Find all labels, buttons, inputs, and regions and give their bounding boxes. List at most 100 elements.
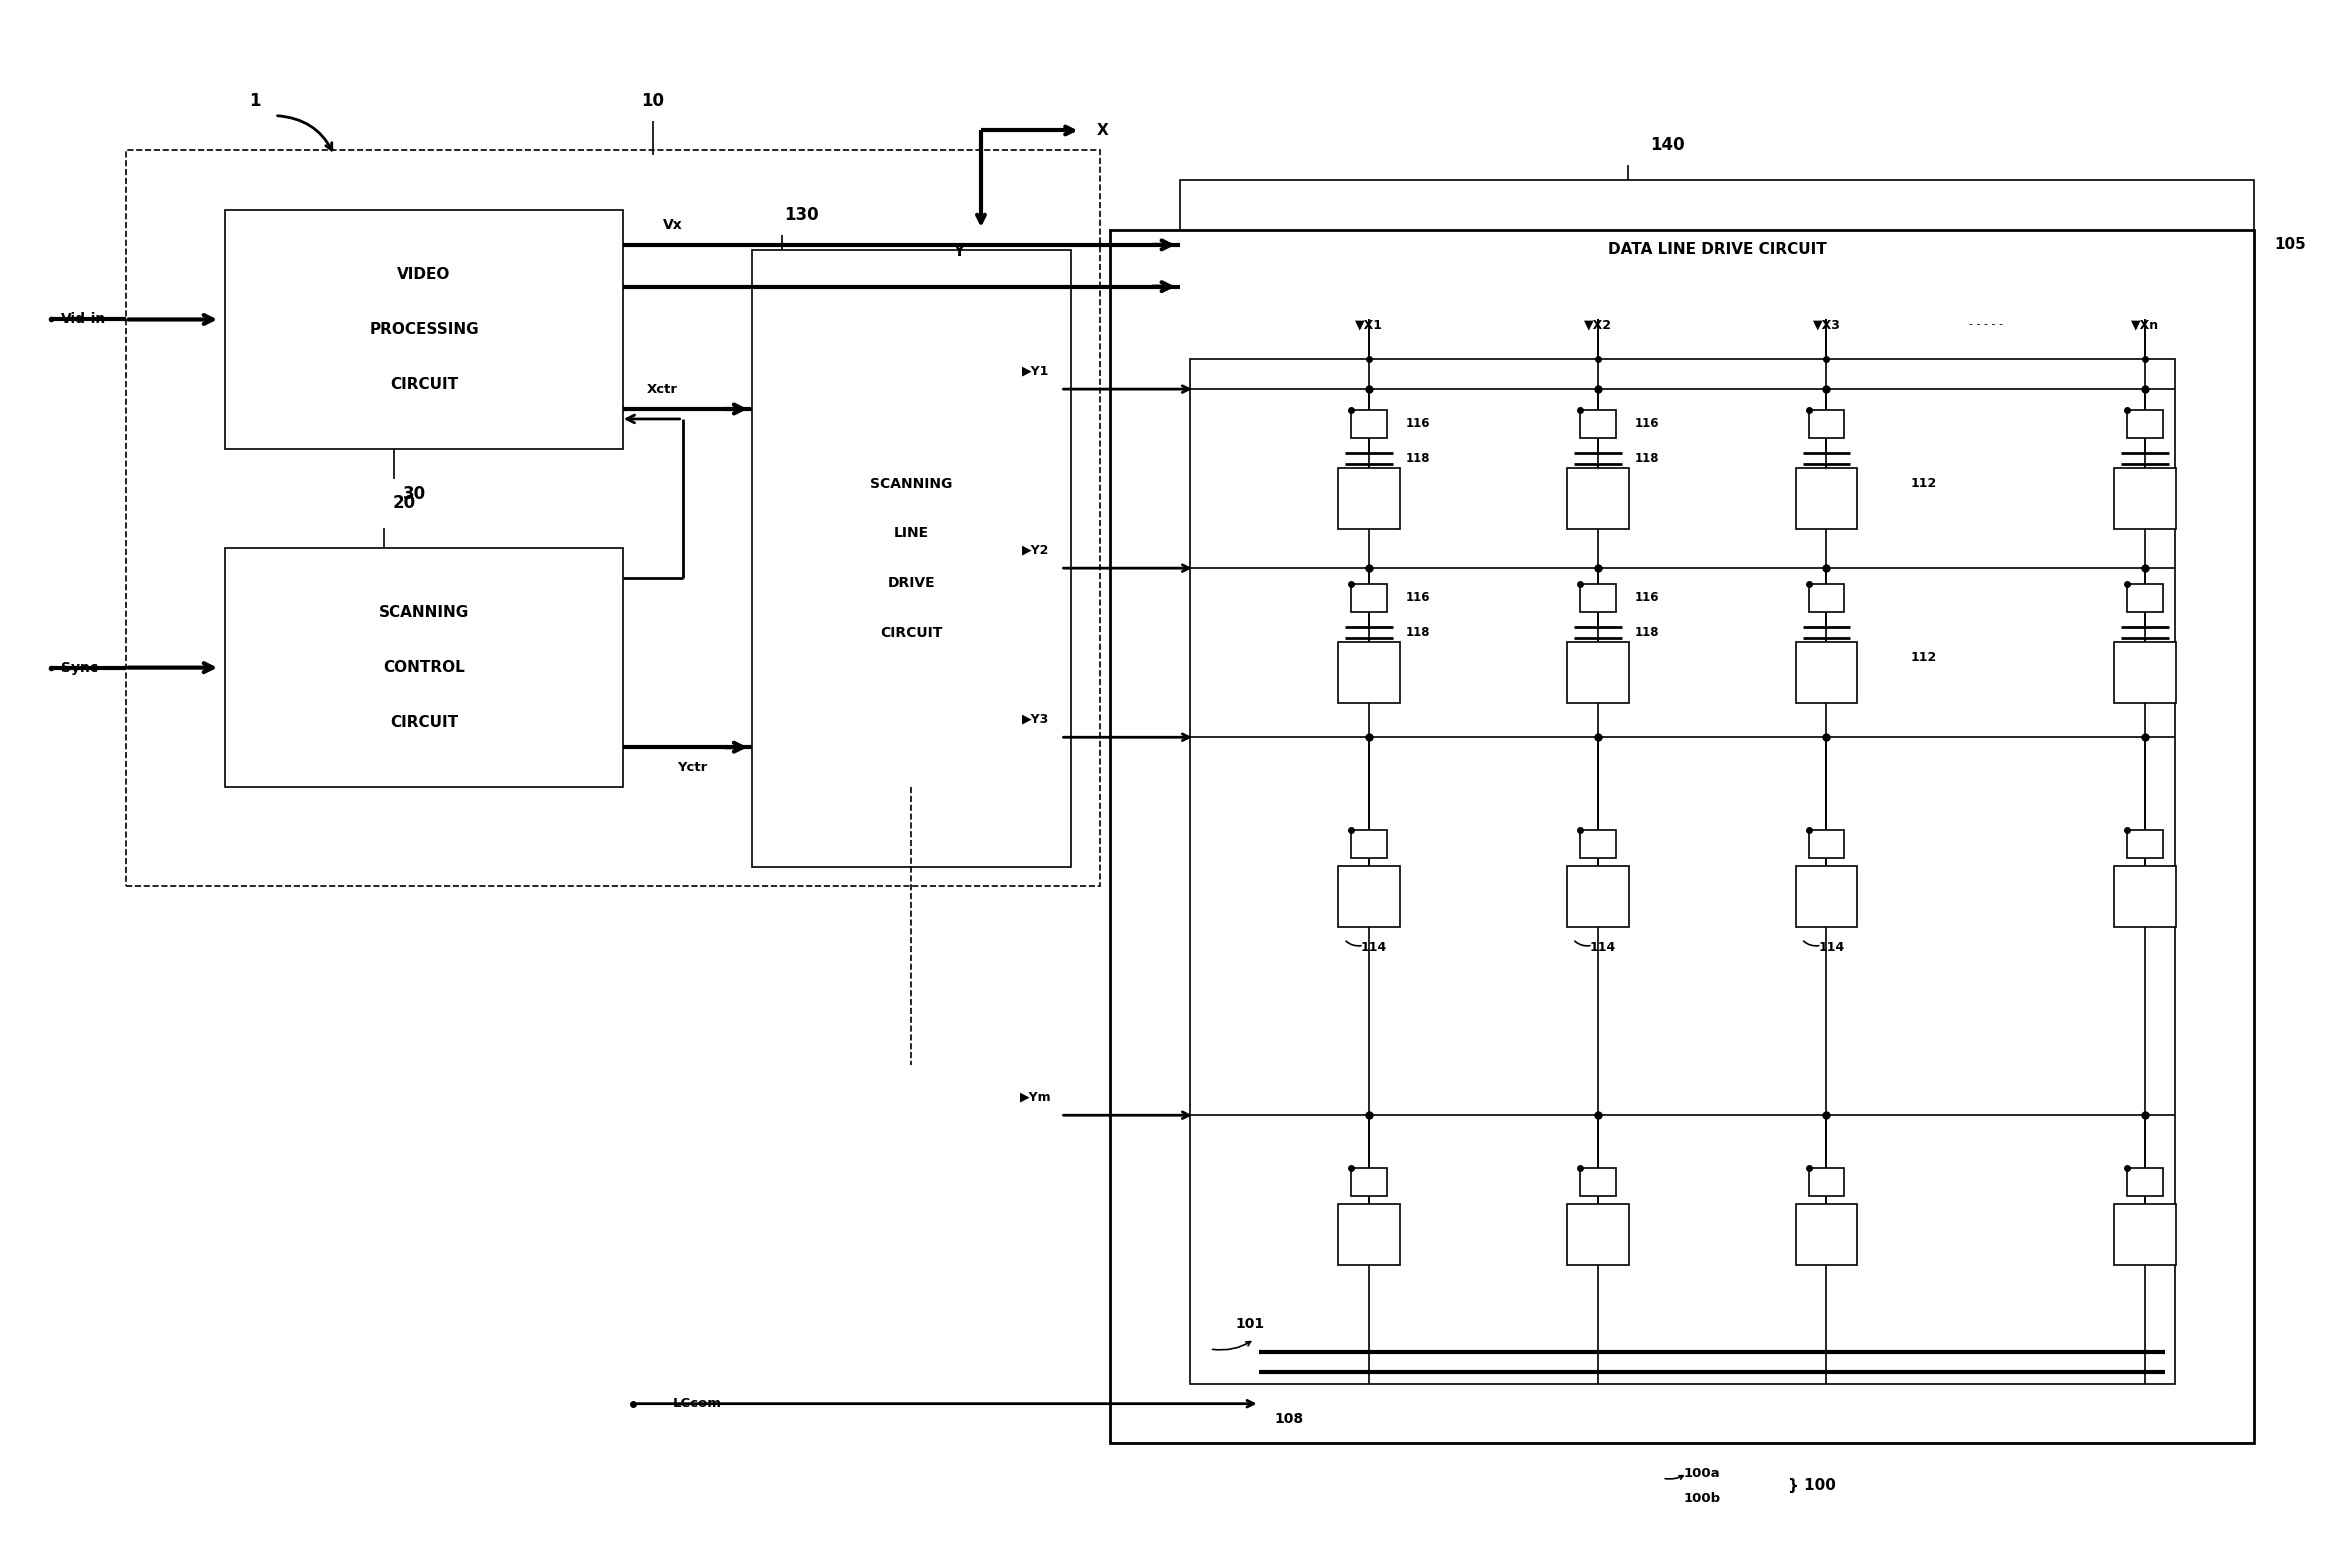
Text: 118: 118 bbox=[1407, 627, 1430, 639]
FancyArrowPatch shape bbox=[1213, 1341, 1251, 1349]
Text: Sync: Sync bbox=[61, 661, 98, 675]
Bar bbox=[1810, 831, 1845, 857]
FancyArrowPatch shape bbox=[1665, 1476, 1684, 1479]
Text: PROCESSING: PROCESSING bbox=[370, 321, 480, 337]
Bar bbox=[1567, 865, 1628, 928]
Text: 100b: 100b bbox=[1684, 1492, 1721, 1504]
Text: DRIVE: DRIVE bbox=[887, 577, 936, 591]
Bar bbox=[2126, 1167, 2164, 1196]
FancyArrowPatch shape bbox=[277, 116, 331, 150]
Text: 116: 116 bbox=[1635, 591, 1658, 605]
Text: CIRCUIT: CIRCUIT bbox=[389, 715, 459, 730]
Bar bbox=[126, 150, 1099, 887]
Bar bbox=[1339, 642, 1400, 704]
Bar bbox=[2115, 1203, 2175, 1266]
Text: SCANNING: SCANNING bbox=[380, 605, 468, 621]
Bar bbox=[226, 210, 622, 448]
Text: Y: Y bbox=[953, 244, 964, 260]
Text: 101: 101 bbox=[1234, 1318, 1265, 1330]
Bar bbox=[1190, 359, 1330, 1384]
Text: VIDEO: VIDEO bbox=[398, 268, 449, 282]
Text: 118: 118 bbox=[1635, 627, 1658, 639]
Bar bbox=[2126, 584, 2164, 613]
Text: SCANNING: SCANNING bbox=[871, 476, 953, 490]
Text: 116: 116 bbox=[1635, 417, 1658, 431]
Text: 114: 114 bbox=[1819, 940, 1845, 954]
Bar bbox=[1810, 584, 1845, 613]
Text: DATA LINE DRIVE CIRCUIT: DATA LINE DRIVE CIRCUIT bbox=[1607, 243, 1826, 257]
Text: 118: 118 bbox=[1635, 453, 1658, 465]
Text: CONTROL: CONTROL bbox=[382, 660, 466, 675]
Text: 130: 130 bbox=[785, 205, 820, 224]
Bar bbox=[1567, 467, 1628, 530]
Text: 108: 108 bbox=[1274, 1412, 1304, 1426]
Bar bbox=[1351, 584, 1386, 613]
Text: ▼Xn: ▼Xn bbox=[2131, 318, 2159, 331]
Text: ▼X1: ▼X1 bbox=[1355, 318, 1383, 331]
Text: 1: 1 bbox=[249, 91, 261, 110]
FancyArrowPatch shape bbox=[1346, 942, 1360, 946]
Text: 140: 140 bbox=[1649, 136, 1684, 155]
Bar bbox=[1567, 642, 1628, 704]
Text: ▶Y1: ▶Y1 bbox=[1022, 365, 1050, 378]
Text: 105: 105 bbox=[2273, 237, 2306, 252]
Bar bbox=[1810, 1167, 1845, 1196]
Text: 30: 30 bbox=[403, 484, 426, 503]
Bar bbox=[1190, 359, 2175, 1384]
Text: 116: 116 bbox=[1407, 591, 1430, 605]
Text: Yctr: Yctr bbox=[678, 760, 708, 774]
Bar bbox=[2126, 831, 2164, 857]
Text: 112: 112 bbox=[1912, 652, 1938, 664]
Text: Vx: Vx bbox=[664, 218, 682, 232]
FancyArrowPatch shape bbox=[1574, 942, 1591, 946]
Bar bbox=[1567, 1203, 1628, 1266]
Bar bbox=[752, 249, 1071, 867]
Bar bbox=[2115, 467, 2175, 530]
Text: Vid-in: Vid-in bbox=[61, 312, 107, 326]
Bar bbox=[1579, 1167, 1616, 1196]
Bar bbox=[2115, 642, 2175, 704]
Text: LCcom: LCcom bbox=[673, 1398, 722, 1410]
Text: X: X bbox=[1097, 122, 1109, 138]
Bar bbox=[1111, 230, 2254, 1443]
Text: - - - - -: - - - - - bbox=[1968, 320, 2003, 329]
Text: ▶Ym: ▶Ym bbox=[1020, 1091, 1050, 1103]
Text: 100a: 100a bbox=[1684, 1467, 1721, 1479]
Text: 10: 10 bbox=[640, 91, 664, 110]
Bar bbox=[1339, 1203, 1400, 1266]
Text: ▶Y2: ▶Y2 bbox=[1022, 544, 1050, 556]
Text: CIRCUIT: CIRCUIT bbox=[880, 625, 943, 639]
Text: 112: 112 bbox=[1912, 476, 1938, 490]
Text: ▶Y3: ▶Y3 bbox=[1022, 713, 1050, 726]
Text: 118: 118 bbox=[1407, 453, 1430, 465]
Text: 20: 20 bbox=[394, 495, 415, 512]
Bar bbox=[1796, 467, 1856, 530]
Bar bbox=[1195, 364, 2171, 384]
Bar bbox=[226, 548, 622, 787]
Text: LINE: LINE bbox=[894, 527, 929, 541]
Bar bbox=[1351, 1167, 1386, 1196]
Text: } 100: } 100 bbox=[1789, 1478, 1835, 1493]
Text: 116: 116 bbox=[1407, 417, 1430, 431]
Bar bbox=[1796, 642, 1856, 704]
Bar bbox=[1796, 1203, 1856, 1266]
FancyArrowPatch shape bbox=[1803, 942, 1819, 946]
Bar bbox=[1810, 411, 1845, 437]
Bar bbox=[1351, 411, 1386, 437]
Text: 114: 114 bbox=[1588, 940, 1616, 954]
Bar bbox=[1579, 831, 1616, 857]
Bar bbox=[1351, 831, 1386, 857]
Text: ▼X3: ▼X3 bbox=[1812, 318, 1840, 331]
Text: ▼X2: ▼X2 bbox=[1584, 318, 1612, 331]
Bar bbox=[1339, 865, 1400, 928]
Bar bbox=[1579, 411, 1616, 437]
Bar bbox=[1796, 865, 1856, 928]
Bar bbox=[2115, 865, 2175, 928]
Bar bbox=[1181, 180, 2254, 320]
Bar bbox=[1579, 584, 1616, 613]
Text: CIRCUIT: CIRCUIT bbox=[389, 376, 459, 392]
Bar bbox=[2126, 411, 2164, 437]
Bar bbox=[1339, 467, 1400, 530]
Text: 114: 114 bbox=[1360, 940, 1388, 954]
Text: Xctr: Xctr bbox=[647, 382, 678, 395]
